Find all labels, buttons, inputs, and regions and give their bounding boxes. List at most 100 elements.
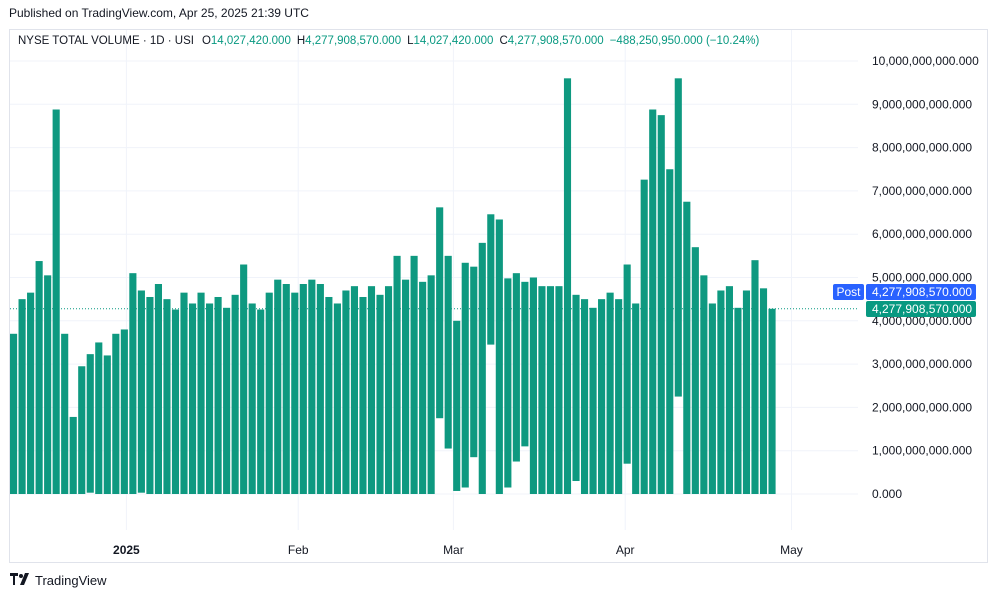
volume-bar xyxy=(154,284,162,494)
volume-bar xyxy=(333,303,341,494)
volume-bar xyxy=(436,207,444,419)
volume-bar xyxy=(521,281,529,447)
volume-bar xyxy=(606,292,614,494)
volume-bar xyxy=(546,286,555,494)
legend-close-label: C xyxy=(499,35,508,47)
y-tick-label: 6,000,000,000.000 xyxy=(872,227,972,241)
volume-bar xyxy=(768,308,776,494)
y-tick-label: 10,000,000,000.000 xyxy=(872,54,979,68)
volume-bar xyxy=(393,255,401,494)
volume-bar xyxy=(299,284,307,494)
time-axis[interactable]: 2025 Feb Mar Apr May xyxy=(113,543,803,557)
volume-bar xyxy=(717,290,725,494)
volume-bar xyxy=(487,214,495,345)
volume-bar xyxy=(657,115,665,495)
volume-bar xyxy=(427,275,435,494)
volume-bar xyxy=(350,286,359,494)
chart-frame xyxy=(9,29,988,563)
y-tick-label: 8,000,000,000.000 xyxy=(872,141,972,155)
volume-bars xyxy=(10,78,776,495)
volume-bar xyxy=(589,307,597,494)
volume-bar xyxy=(214,296,222,494)
series-legend: NYSE TOTAL VOLUME · 1D · USI O14,027,420.… xyxy=(18,35,765,47)
post-tag-value: 4,277,908,570.000 xyxy=(872,285,972,299)
volume-bar xyxy=(367,286,376,494)
volume-bar xyxy=(632,303,640,494)
x-tick-label: May xyxy=(780,543,803,557)
volume-bar xyxy=(137,290,145,493)
volume-bar xyxy=(691,247,699,494)
volume-bar xyxy=(538,286,546,494)
volume-bar xyxy=(35,261,43,494)
volume-bar xyxy=(683,201,691,494)
volume-bar xyxy=(410,255,418,494)
last-price-tag: 4,277,908,570.000 xyxy=(872,302,972,316)
volume-bar xyxy=(44,275,52,494)
volume-bar xyxy=(69,416,77,494)
volume-bar xyxy=(231,294,239,494)
volume-bar xyxy=(742,290,751,494)
volume-bar xyxy=(291,292,299,494)
volume-bar xyxy=(376,294,384,494)
y-tick-label: 1,000,000,000.000 xyxy=(872,444,972,458)
legend-low-value: 14,027,420.000 xyxy=(413,35,494,47)
volume-bar xyxy=(197,292,205,494)
y-tick-label: 7,000,000,000.000 xyxy=(872,184,972,198)
volume-bar xyxy=(95,342,103,494)
volume-bar xyxy=(402,279,410,494)
volume-bar xyxy=(146,296,154,494)
volume-bar xyxy=(453,320,461,491)
volume-bar xyxy=(265,292,273,494)
volume-bar xyxy=(112,333,120,494)
legend-symbol[interactable]: NYSE TOTAL VOLUME · 1D · USI xyxy=(18,35,194,47)
volume-bar xyxy=(223,307,231,494)
volume-bar xyxy=(282,284,290,494)
volume-bar xyxy=(555,286,563,494)
post-tag-label: Post xyxy=(836,285,861,299)
legend-change-value: −488,250,950.000 (−10.24%) xyxy=(609,35,760,47)
legend-close-value: 4,277,908,570.000 xyxy=(507,35,604,47)
volume-bar xyxy=(759,288,768,494)
price-tags: Post 4,277,908,570.000 4,277,908,570.000 xyxy=(833,284,976,317)
volume-bar xyxy=(308,279,316,494)
y-tick-label: 9,000,000,000.000 xyxy=(872,97,972,111)
brand-name: TradingView xyxy=(35,573,107,588)
volume-bar xyxy=(18,299,26,494)
legend-open-value: 14,027,420.000 xyxy=(210,35,291,47)
x-tick-label: 2025 xyxy=(113,543,140,557)
volume-bar xyxy=(171,309,180,494)
volume-bar xyxy=(188,303,197,494)
volume-bar xyxy=(751,260,759,494)
volume-bar xyxy=(240,264,248,494)
volume-bar xyxy=(52,109,60,494)
volume-bar xyxy=(86,354,94,493)
volume-bar xyxy=(580,299,589,494)
legend-open-label: O xyxy=(201,35,211,47)
volume-bar xyxy=(572,294,580,482)
volume-bar xyxy=(359,296,367,494)
volume-bar xyxy=(27,292,35,494)
volume-bar xyxy=(78,366,86,494)
volume-bar xyxy=(206,303,214,494)
price-axis[interactable]: 0.000 1,000,000,000.000 2,000,000,000.000 3… xyxy=(872,54,979,501)
volume-bar xyxy=(725,286,733,494)
volume-bar xyxy=(257,309,265,494)
volume-bar xyxy=(598,299,606,494)
volume-bar xyxy=(129,273,137,494)
legend-low-label: L xyxy=(407,35,414,47)
y-tick-label: 4,000,000,000.000 xyxy=(872,314,972,328)
volume-bar xyxy=(615,299,623,494)
volume-bar xyxy=(734,307,742,494)
volume-bar xyxy=(274,279,282,494)
volume-bar xyxy=(640,179,648,494)
y-tick-label: 2,000,000,000.000 xyxy=(872,400,972,414)
tradingview-brand[interactable]: TradingView xyxy=(10,573,107,588)
y-tick-label: 5,000,000,000.000 xyxy=(872,271,972,285)
volume-bar xyxy=(120,329,128,494)
legend-high-value: 4,277,908,570.000 xyxy=(305,35,402,47)
volume-bar xyxy=(674,78,682,397)
volume-bar xyxy=(461,262,469,488)
published-caption: Published on TradingView.com, Apr 25, 20… xyxy=(9,6,309,20)
last-price-tag-bg xyxy=(866,301,976,317)
